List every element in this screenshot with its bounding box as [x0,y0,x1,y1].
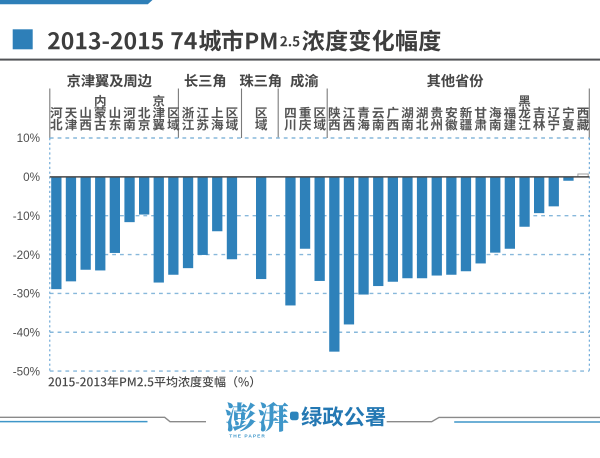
svg-text:-20%: -20% [13,249,40,262]
svg-text:0%: 0% [23,171,40,184]
svg-text:-40%: -40% [13,326,40,339]
svg-text:-10%: -10% [13,210,40,223]
svg-text:-50%: -50% [13,365,40,378]
svg-text:-30%: -30% [13,288,40,301]
svg-text:10%: 10% [17,132,40,145]
svg-text:THE PAPER: THE PAPER [229,434,266,440]
